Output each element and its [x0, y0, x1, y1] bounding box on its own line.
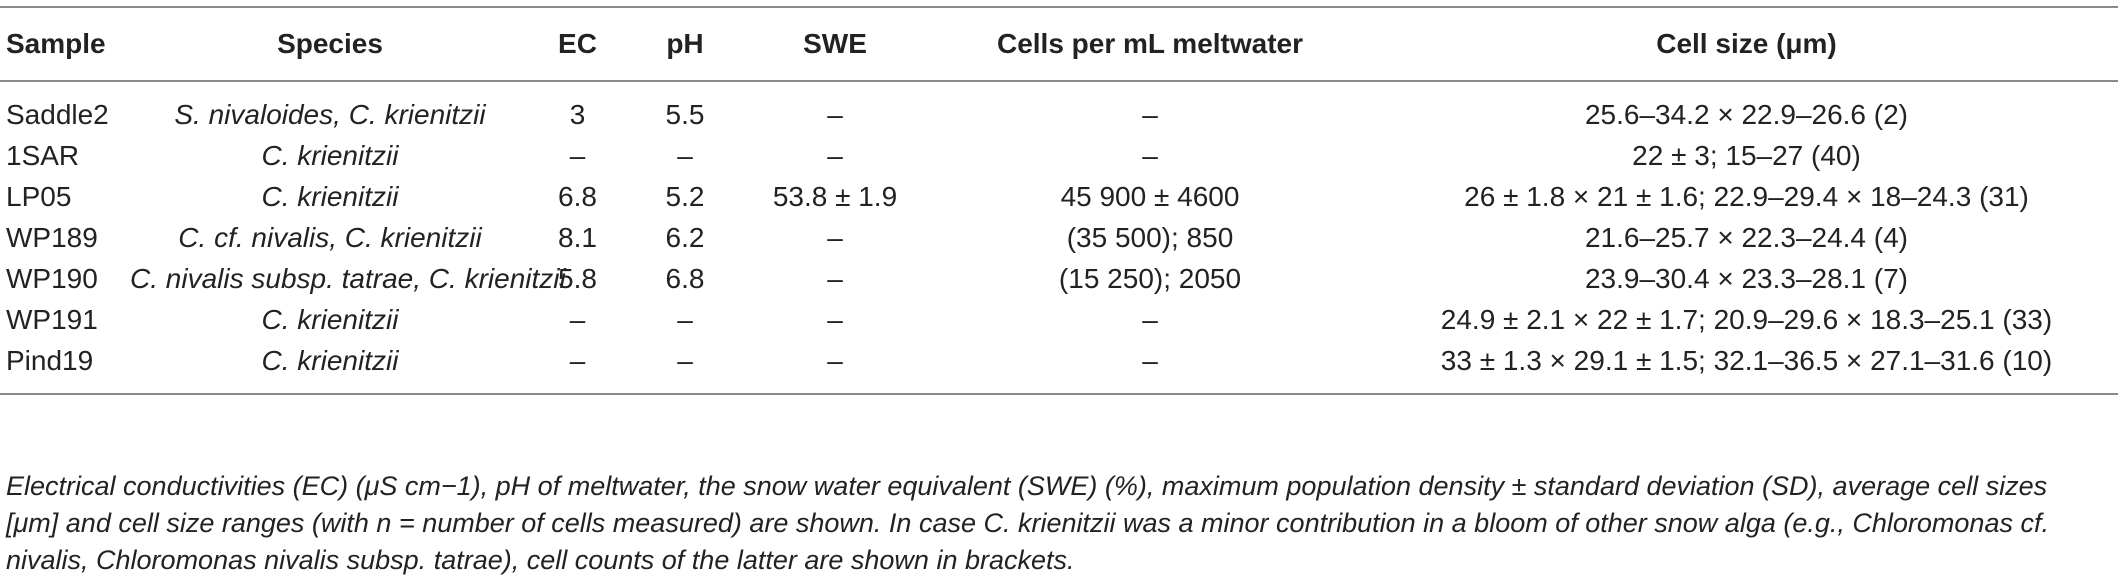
cell-sample: WP189: [6, 221, 98, 253]
cell-swe: 53.8 ± 1.9: [772, 180, 898, 212]
cell-sample: Saddle2: [6, 98, 109, 130]
cell-cell-size: 21.6–25.7 × 22.3–24.4 (4): [1584, 221, 1909, 253]
cell-cells-per-ml: –: [1142, 98, 1158, 130]
cell-ph: –: [677, 139, 693, 171]
cell-swe: –: [827, 303, 843, 335]
cell-ph: 5.5: [665, 98, 705, 130]
cell-ec: 5.8: [558, 262, 597, 294]
cell-sample: WP191: [6, 303, 98, 335]
cell-ec: –: [569, 139, 586, 171]
cell-swe: –: [827, 344, 843, 376]
header-cells-per-ml: Cells per mL meltwater: [996, 28, 1304, 59]
cell-species: C. krienitzii: [261, 180, 399, 212]
cell-ec: –: [569, 303, 586, 335]
cell-cell-size: 25.6–34.2 × 22.9–26.6 (2): [1584, 98, 1909, 130]
cell-swe: –: [827, 262, 843, 294]
cell-species: C. krienitzii: [261, 303, 399, 335]
table-row: WP189 C. cf. nivalis, C. krienitzii 8.1 …: [0, 217, 2118, 258]
cell-cell-size: 33 ± 1.3 × 29.1 ± 1.5; 32.1–36.5 × 27.1–…: [1440, 344, 2053, 376]
cell-cell-size: 24.9 ± 2.1 × 22 ± 1.7; 20.9–29.6 × 18.3–…: [1440, 303, 2053, 335]
cell-cells-per-ml: –: [1142, 344, 1158, 376]
cell-cell-size: 23.9–30.4 × 23.3–28.1 (7): [1584, 262, 1909, 294]
cell-sample: 1SAR: [6, 139, 80, 171]
table-row: 1SAR C. krienitzii – – – – 22 ± 3; 15–27…: [0, 135, 2118, 176]
header-ph: pH: [666, 28, 704, 59]
cell-ec: 6.8: [558, 180, 597, 212]
header-species: Species: [277, 28, 383, 59]
data-table-container: Sample Species EC pH SWE Cells per mL me…: [0, 6, 2118, 395]
header-cell-size: Cell size (μm): [1656, 28, 1837, 59]
cell-cells-per-ml: (15 250); 2050: [1058, 262, 1242, 294]
cell-sample: Pind19: [6, 344, 94, 376]
table-row: Saddle2 S. nivaloides, C. krienitzii 3 5…: [0, 81, 2118, 135]
cell-ph: –: [677, 303, 693, 335]
cell-species: S. nivaloides, C. krienitzii: [174, 98, 486, 130]
header-swe: SWE: [803, 28, 867, 59]
cell-species: C. cf. nivalis, C. krienitzii: [178, 221, 482, 253]
table-header-row: Sample Species EC pH SWE Cells per mL me…: [0, 7, 2118, 81]
table-row: WP190 C. nivalis subsp. tatrae, C. krien…: [0, 258, 2118, 299]
table-row: Pind19 C. krienitzii – – – – 33 ± 1.3 × …: [0, 340, 2118, 394]
cell-cell-size: 22 ± 3; 15–27 (40): [1632, 139, 1861, 171]
cell-swe: –: [827, 98, 843, 130]
cell-ph: –: [677, 344, 693, 376]
cell-cells-per-ml: –: [1142, 303, 1158, 335]
table-row: LP05 C. krienitzii 6.8 5.2 53.8 ± 1.9 45…: [0, 176, 2118, 217]
cell-cells-per-ml: (35 500); 850: [1066, 221, 1234, 253]
cell-cell-size: 26 ± 1.8 × 21 ± 1.6; 22.9–29.4 × 18–24.3…: [1464, 180, 2029, 212]
data-table: Sample Species EC pH SWE Cells per mL me…: [0, 6, 2118, 395]
cell-swe: –: [827, 221, 843, 253]
cell-sample: WP190: [6, 262, 98, 294]
cell-swe: –: [827, 139, 843, 171]
cell-ph: 6.8: [665, 262, 705, 294]
cell-ec: 3: [569, 98, 586, 130]
cell-cells-per-ml: –: [1142, 139, 1158, 171]
cell-sample: LP05: [6, 180, 72, 212]
cell-ph: 6.2: [665, 221, 705, 253]
cell-ph: 5.2: [665, 180, 705, 212]
cell-ec: –: [569, 344, 586, 376]
header-ec: EC: [558, 28, 597, 59]
cell-species: C. krienitzii: [261, 139, 399, 171]
cell-species: C. nivalis subsp. tatrae, C. krienitzii: [130, 262, 566, 294]
cell-species: C. krienitzii: [261, 344, 399, 376]
cell-cells-per-ml: 45 900 ± 4600: [1060, 180, 1240, 212]
header-sample: Sample: [6, 28, 106, 59]
cell-ec: 8.1: [558, 221, 597, 253]
table-footnote: Electrical conductivities (EC) (μS cm−1)…: [6, 471, 2049, 575]
table-row: WP191 C. krienitzii – – – – 24.9 ± 2.1 ×…: [0, 299, 2118, 340]
